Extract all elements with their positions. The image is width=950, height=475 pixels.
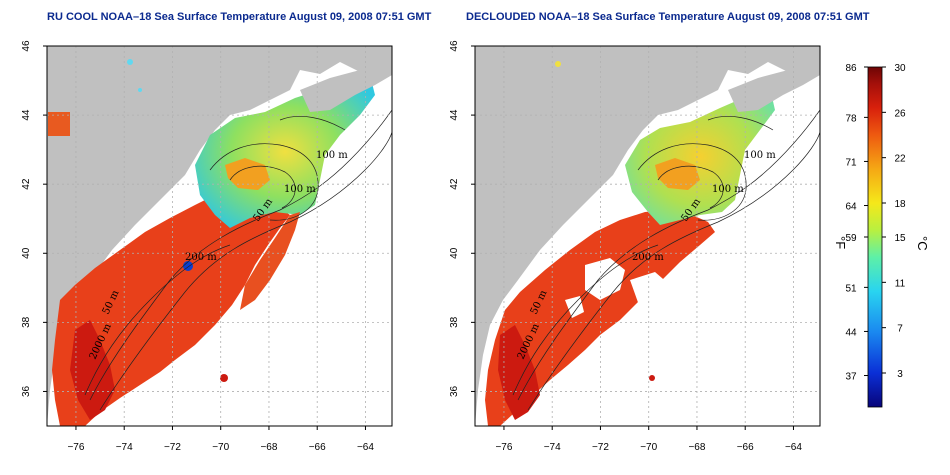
fahrenheit-tick-label: 59: [845, 233, 857, 244]
contour-label: 100 m: [316, 150, 348, 161]
sst-cool-region: [195, 75, 375, 228]
axis-ticks-left: −76 −74 −72 −70 −68 −66 −64 46 44 42 40 38 36: [21, 40, 374, 453]
fahrenheit-tick-label: 37: [845, 372, 857, 383]
longitude-tick-label: −74: [544, 442, 561, 453]
sst-cool-region: [625, 88, 775, 225]
latitude-tick-label: 46: [21, 40, 32, 52]
longitude-tick-label: −76: [495, 442, 512, 453]
warm-spot: [649, 375, 655, 381]
celsius-tick-label: 18: [894, 199, 906, 210]
contour-label: 100 m: [744, 150, 776, 161]
celsius-axis-label: °C: [915, 236, 930, 251]
warm-speck: [555, 61, 561, 67]
latitude-tick-label: 38: [21, 316, 32, 328]
colorbar-ticks: 30 26 22 18 15 11 7 3 86 78 71 64 59 51 44 37: [845, 63, 906, 383]
land-nova-scotia: [728, 60, 820, 112]
longitude-tick-label: −76: [67, 442, 84, 453]
celsius-tick-label: 3: [897, 369, 903, 380]
latitude-tick-label: 44: [449, 109, 460, 121]
celsius-tick-label: 30: [894, 63, 906, 74]
cool-speck: [138, 88, 142, 92]
land-mass: [475, 46, 820, 426]
celsius-tick-label: 7: [897, 324, 903, 335]
sst-patch-left-edge: [48, 112, 70, 136]
fahrenheit-tick-label: 78: [845, 113, 857, 124]
latitude-tick-label: 42: [449, 178, 460, 190]
sst-deep-red-region: [70, 320, 115, 420]
latitude-tick-label: 40: [449, 247, 460, 259]
panel-title-right: DECLOUDED NOAA–18 Sea Surface Temperatur…: [466, 11, 870, 23]
longitude-tick-label: −64: [357, 442, 374, 453]
contour-label: 100 m: [712, 184, 744, 195]
graticule-right: [475, 45, 820, 426]
latitude-tick-label: 40: [21, 247, 32, 259]
graticule-left: [47, 45, 392, 426]
sst-warm-region: [52, 195, 290, 426]
contour-label: 200 m: [632, 252, 664, 263]
longitude-tick-label: −66: [309, 442, 326, 453]
sst-deep-red-region: [498, 325, 540, 420]
latitude-tick-label: 36: [21, 385, 32, 397]
map-frame-left: [46, 45, 393, 427]
fahrenheit-tick-label: 71: [845, 157, 857, 168]
map-frame-right: [474, 45, 821, 427]
bathymetry-contours: [84, 109, 392, 411]
celsius-tick-label: 22: [894, 154, 906, 165]
land-mass: [47, 46, 392, 426]
warm-spot: [220, 374, 228, 382]
longitude-tick-label: −68: [260, 442, 277, 453]
fahrenheit-tick-label: 44: [845, 327, 857, 338]
sst-map-left: 100 m 100 m 50 m 200 m 50 m 2000 m: [47, 46, 392, 426]
longitude-tick-label: −66: [737, 442, 754, 453]
sst-offshore-warm: [240, 212, 300, 310]
cool-speck: [127, 59, 133, 65]
longitude-tick-label: −74: [116, 442, 133, 453]
celsius-tick-label: 15: [894, 233, 906, 244]
fahrenheit-tick-label: 51: [845, 283, 857, 294]
latitude-tick-label: 42: [21, 178, 32, 190]
longitude-tick-label: −68: [688, 442, 705, 453]
latitude-tick-label: 44: [21, 109, 32, 121]
land-nova-scotia: [300, 60, 392, 112]
contour-label: 200 m: [185, 252, 217, 263]
latitude-tick-label: 38: [449, 316, 460, 328]
longitude-tick-label: −70: [640, 442, 657, 453]
longitude-tick-label: −72: [592, 442, 609, 453]
contour-label: 100 m: [284, 184, 316, 195]
axis-ticks-right: −76 −74 −72 −70 −68 −66 −64 46 44 42 40 38 36: [449, 40, 802, 453]
sst-map-right: 100 m 100 m 50 m 200 m 50 m 2000 m: [475, 46, 820, 426]
fahrenheit-tick-label: 86: [845, 63, 857, 74]
longitude-tick-label: −72: [164, 442, 181, 453]
colorbar: [867, 66, 883, 408]
bathymetry-contours: [512, 109, 820, 411]
fahrenheit-axis-label: °F: [833, 236, 848, 249]
fahrenheit-tick-label: 64: [845, 202, 857, 213]
latitude-tick-label: 46: [449, 40, 460, 52]
panel-title-left: RU COOL NOAA–18 Sea Surface Temperature …: [47, 11, 432, 23]
celsius-tick-label: 11: [895, 278, 906, 289]
celsius-tick-label: 26: [894, 108, 906, 119]
sst-warm-region: [485, 210, 715, 426]
longitude-tick-label: −64: [785, 442, 802, 453]
longitude-tick-label: −70: [212, 442, 229, 453]
cloud-gap: [565, 296, 584, 318]
cloud-gap: [630, 272, 670, 308]
latitude-tick-label: 36: [449, 385, 460, 397]
